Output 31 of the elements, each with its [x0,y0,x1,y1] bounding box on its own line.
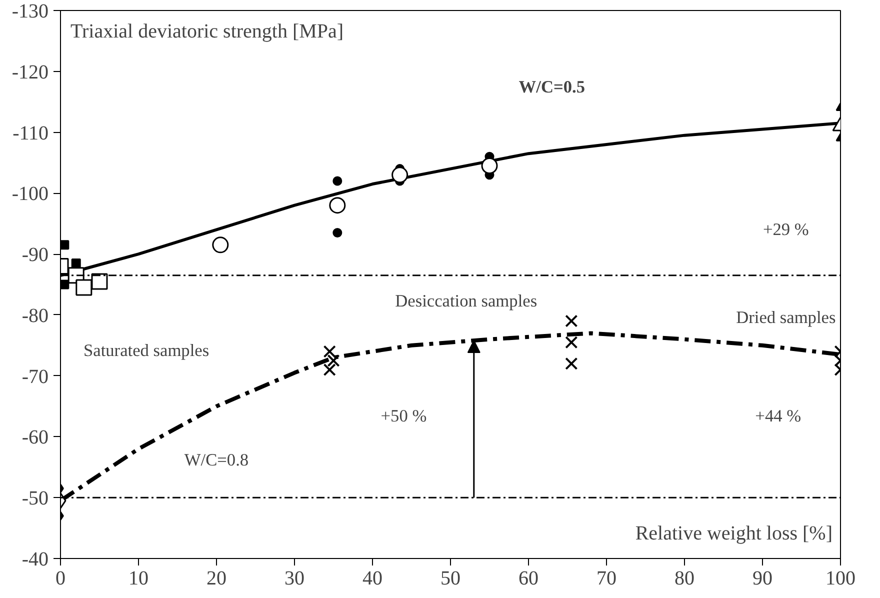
y-tick-label: -90 [22,244,49,266]
annotation: W/C=0.8 [184,450,249,470]
x-tick-label: 90 [752,568,772,590]
annotation: +50 % [380,406,427,426]
y-tick-label: -130 [12,0,49,22]
y-tick-label: -50 [22,488,49,510]
y-axis-title: Triaxial deviatoric strength [MPa] [70,20,344,42]
y-tick-label: -70 [22,366,49,388]
annotation: Dried samples [736,308,836,327]
annotation: W/C=0.5 [518,78,586,97]
y-tick-label: -80 [22,304,49,327]
x-tick-label: 60 [518,568,538,590]
x-tick-label: 40 [362,568,382,590]
annotation: +44 % [755,406,802,426]
x-tick-label: 20 [206,568,226,590]
annotation: Desiccation samples [395,291,538,310]
x-tick-label: 80 [674,568,694,590]
y-tick-label: -100 [12,183,49,206]
x-axis-title: Relative weight loss [%] [635,522,833,544]
x-tick-label: 70 [596,568,616,590]
x-tick-label: 0 [56,568,66,590]
x-tick-label: 100 [826,568,856,590]
y-tick-label: -60 [22,426,49,449]
x-tick-label: 50 [440,568,460,590]
y-tick-label: -120 [12,61,49,84]
x-tick-label: 10 [128,568,148,590]
y-tick-label: -40 [22,548,49,570]
annotation: +29 % [762,220,809,240]
y-tick-label: -110 [12,122,49,144]
annotation: Saturated samples [84,340,210,360]
x-tick-label: 30 [284,568,304,590]
